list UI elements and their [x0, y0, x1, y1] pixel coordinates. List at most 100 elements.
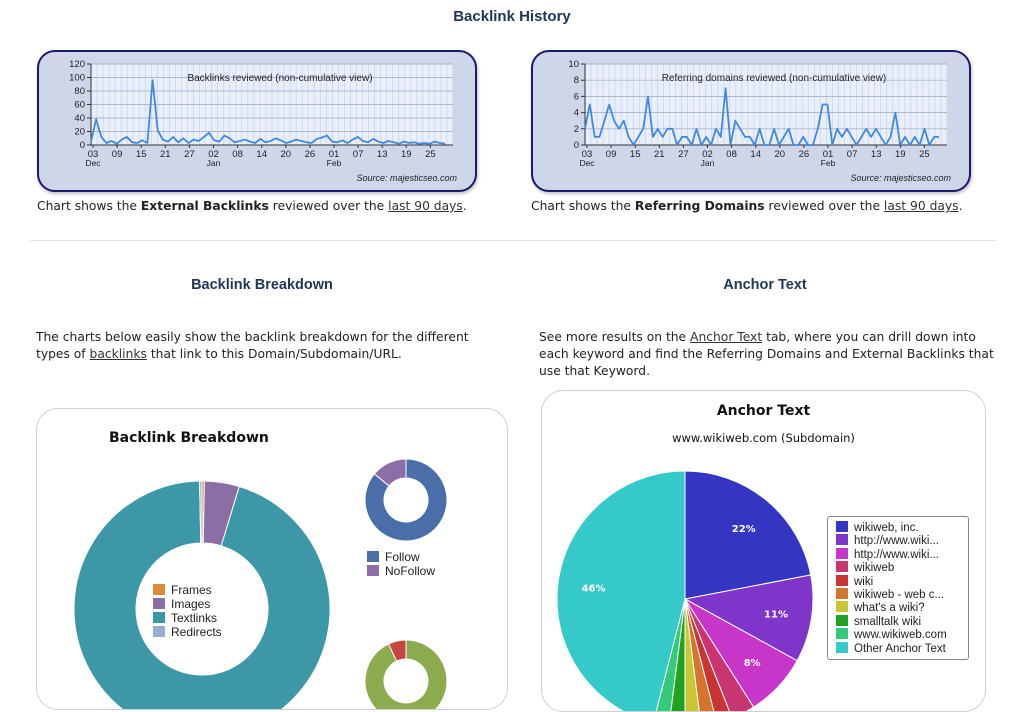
legend-swatch	[153, 626, 165, 637]
legend-swatch	[367, 565, 379, 576]
legend-item: what's a wiki?	[836, 601, 968, 614]
description-text: The charts below easily show the backlin…	[36, 330, 469, 361]
follow-legend: Follow NoFollow	[367, 550, 435, 578]
backlink-breakdown-panel: Backlink Breakdown Frames Images Textlin…	[36, 408, 508, 710]
anchor-slice-0	[684, 470, 812, 600]
legend-swatch	[836, 628, 848, 640]
x-tick-label: 14	[256, 149, 267, 160]
legend-label: smalltalk wiki	[854, 615, 922, 628]
description-text: See more results on the	[539, 330, 691, 344]
legend-label: Frames	[171, 583, 212, 597]
x-tick-label: 25	[425, 149, 436, 160]
legend-label: http://www.wiki...	[854, 548, 939, 561]
x-month-label: Feb	[327, 158, 342, 168]
domains-caption: Chart shows the Referring Domains review…	[531, 199, 963, 213]
pie-data-label: 22%	[732, 524, 756, 535]
x-tick-label: 26	[799, 149, 810, 160]
legend-item-textlinks: Textlinks	[153, 611, 222, 625]
legend-label: Images	[171, 597, 211, 611]
anchor-slice-1	[683, 574, 814, 662]
caption-bold: Referring Domains	[634, 199, 765, 213]
legend-item-redirects: Redirects	[153, 625, 222, 639]
y-tick-label: 80	[74, 86, 85, 97]
breakdown-slice-2	[73, 480, 331, 709]
panel-subtitle: www.wikiweb.com (Subdomain)	[672, 431, 855, 445]
legend-swatch	[836, 641, 848, 653]
backlinks-link[interactable]: backlinks	[89, 347, 147, 361]
legend-label: http://www.wiki...	[854, 535, 939, 548]
legend-swatch	[836, 614, 848, 626]
legend-swatch	[836, 587, 848, 599]
x-tick-label: 02	[702, 149, 713, 160]
backlinks-history-chart: 0 20 40 60 80 100 120 03 09 15 21 27 02 08 14 20 26 01 07 1…	[37, 50, 477, 192]
y-tick-label: 40	[74, 113, 85, 124]
y-tick-label: 6	[574, 91, 579, 102]
caption-bold: External Backlinks	[140, 199, 269, 213]
x-tick-label: 07	[353, 149, 364, 160]
x-tick-label: 26	[305, 149, 316, 160]
x-tick-label: 20	[281, 149, 292, 160]
legend-item: wiki	[836, 574, 968, 588]
panel-title: Backlink Breakdown	[109, 430, 269, 446]
legend-swatch	[836, 521, 848, 532]
caption-text: reviewed over the	[764, 199, 884, 213]
x-tick-label: 03	[582, 149, 593, 160]
caption-text: reviewed over the	[268, 199, 389, 213]
x-tick-label: 01	[329, 149, 340, 160]
legend-item: www.wikiweb.com	[836, 628, 968, 641]
legend-swatch	[836, 601, 848, 613]
x-month-label: Dec	[579, 158, 595, 168]
legend-item-images: Images	[153, 597, 222, 611]
x-month-label: Dec	[85, 158, 101, 168]
last-90-days-link[interactable]: last 90 days	[883, 199, 959, 213]
x-tick-label: 25	[919, 149, 930, 160]
x-tick-label: 09	[112, 149, 123, 160]
x-tick-label: 15	[630, 149, 641, 160]
domains-history-chart: 0 2 4 6 8 10 03 09 15 21 27 02 08 14 20 26 01 07 13 19 25 Dec…	[531, 50, 971, 192]
anchor-text-panel: Anchor Text www.wikiweb.com (Subdomain) …	[541, 390, 986, 712]
legend-swatch	[367, 551, 379, 562]
legend-label: Redirects	[171, 625, 222, 639]
panel-title: Anchor Text	[716, 403, 811, 419]
chart-title: Referring domains reviewed (non-cumulati…	[662, 73, 887, 84]
series-line	[584, 87, 939, 146]
breakdown-legend: Frames Images Textlinks Redirects	[153, 583, 222, 639]
legend-item-follow: Follow	[367, 550, 435, 564]
pie-data-label: 8%	[744, 658, 761, 669]
legend-label: NoFollow	[385, 564, 436, 578]
anchor-slice-9	[556, 470, 686, 711]
chart-title: Backlinks reviewed (non-cumulative view)	[187, 73, 372, 84]
legend-swatch	[836, 534, 848, 546]
legend-item-nofollow: NoFollow	[367, 564, 435, 578]
legend-swatch	[153, 598, 165, 609]
x-tick-label: 19	[401, 149, 412, 160]
x-tick-label: 02	[208, 149, 219, 160]
x-tick-label: 27	[678, 149, 689, 160]
y-tick-label: 8	[574, 75, 579, 86]
x-tick-label: 21	[160, 149, 171, 160]
anchor-text-tab-link[interactable]: Anchor Text	[690, 330, 763, 344]
caption-text: Chart shows the	[531, 199, 635, 213]
y-tick-label: 120	[69, 59, 85, 70]
last-90-days-link[interactable]: last 90 days	[388, 199, 463, 213]
anchor-text-heading: Anchor Text	[723, 277, 807, 293]
section-divider	[30, 240, 996, 241]
legend-label: Follow	[385, 550, 420, 564]
legend-label: what's a wiki?	[854, 602, 925, 615]
legend-label: wiki	[854, 575, 874, 588]
y-tick-label: 2	[574, 124, 579, 135]
x-tick-label: 07	[847, 149, 858, 160]
legend-item: Other Anchor Text	[836, 641, 968, 655]
x-tick-label: 09	[606, 149, 617, 160]
legend-swatch	[836, 547, 848, 559]
legend-item: wikiweb - web c...	[836, 587, 968, 601]
caption-text: .	[958, 199, 963, 213]
anchor-description: See more results on the Anchor Text tab,…	[539, 329, 994, 380]
x-tick-label: 13	[377, 149, 388, 160]
x-tick-label: 08	[232, 149, 243, 160]
legend-item: http://www.wiki...	[836, 534, 968, 547]
follow-slice-1	[373, 458, 407, 487]
legend-swatch	[153, 584, 165, 595]
secondary-slice-1	[387, 639, 407, 662]
legend-item-frames: Frames	[153, 583, 222, 597]
